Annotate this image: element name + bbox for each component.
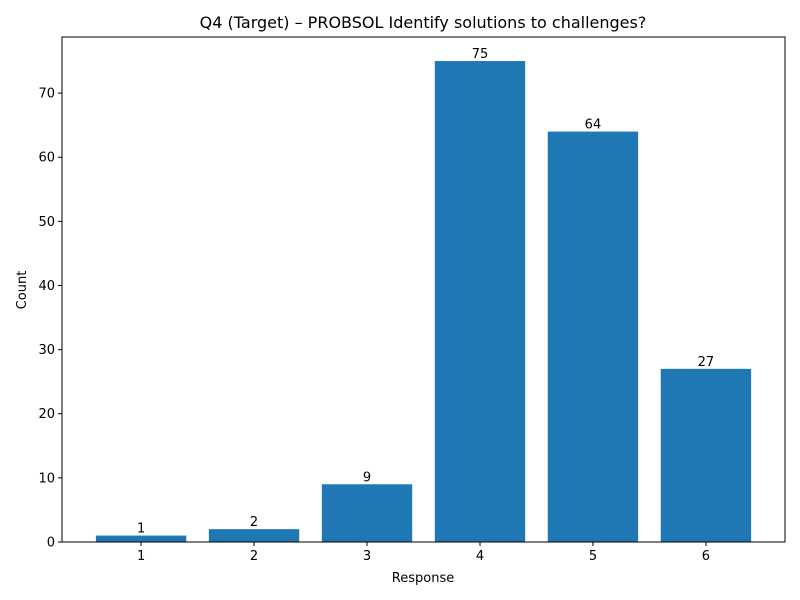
x-tick-label-2: 2	[250, 549, 258, 564]
chart-title: Q4 (Target) – PROBSOL Identify solutions…	[200, 13, 647, 32]
bar-4	[434, 61, 526, 543]
data-label-4: 75	[472, 47, 489, 62]
y-tick-label-0: 0	[47, 536, 55, 551]
data-label-5: 64	[585, 118, 602, 133]
data-label-3: 9	[363, 470, 371, 485]
bar-3	[321, 484, 413, 542]
data-label-6: 27	[698, 355, 715, 370]
data-label-2: 2	[250, 515, 258, 530]
y-tick-label-70: 70	[38, 87, 55, 102]
y-tick-label-30: 30	[38, 343, 55, 358]
x-axis-title: Response	[392, 571, 454, 586]
x-tick-label-4: 4	[476, 549, 484, 564]
y-tick-label-40: 40	[38, 279, 55, 294]
y-tick-label-60: 60	[38, 151, 55, 166]
y-axis-title: Count	[15, 271, 30, 310]
x-tick-label-5: 5	[589, 549, 597, 564]
plot-frame	[61, 36, 786, 543]
y-tick-label-50: 50	[38, 215, 55, 230]
data-label-1: 1	[137, 522, 145, 537]
y-tick-label-20: 20	[38, 407, 55, 422]
x-tick-label-3: 3	[363, 549, 371, 564]
y-tick-label-10: 10	[38, 471, 55, 486]
x-tick-label-1: 1	[137, 549, 145, 564]
bar-2	[208, 529, 300, 542]
bar-5	[547, 131, 639, 543]
x-tick-label-6: 6	[702, 549, 710, 564]
bar-1	[95, 535, 187, 542]
bar-6	[660, 368, 752, 542]
